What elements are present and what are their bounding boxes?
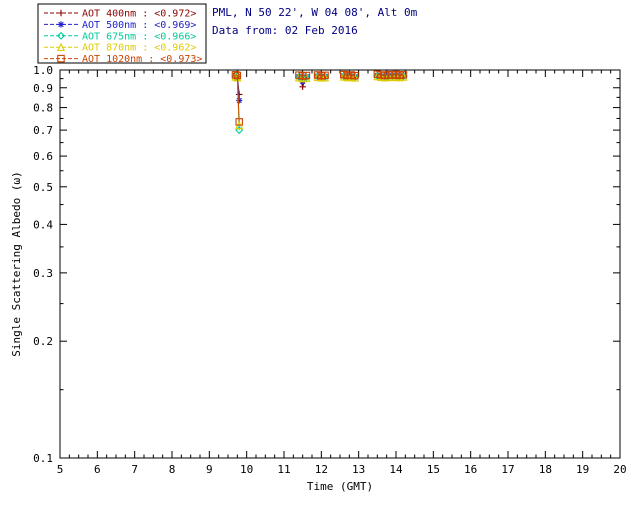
svg-text:18: 18 <box>539 463 552 476</box>
svg-text:14: 14 <box>389 463 403 476</box>
svg-text:17: 17 <box>501 463 514 476</box>
svg-text:0.8: 0.8 <box>33 102 53 115</box>
svg-text:15: 15 <box>427 463 440 476</box>
legend-entry: AOT 400nm : <0.972> <box>44 9 196 20</box>
legend-label: AOT 675nm : <0.966> <box>82 31 196 42</box>
svg-text:5: 5 <box>57 463 64 476</box>
series-aot-1020nm <box>231 70 408 126</box>
svg-text:0.9: 0.9 <box>33 82 53 95</box>
y-axis: 1.0 0.9 0.8 0.7 0.6 0.5 0.4 0.3 0.2 0.1 <box>33 64 620 465</box>
legend-entry: AOT 870nm : <0.962> <box>44 43 196 54</box>
svg-text:16: 16 <box>464 463 477 476</box>
svg-text:11: 11 <box>277 463 290 476</box>
svg-text:1.0: 1.0 <box>33 64 53 77</box>
x-axis: 5 6 7 8 9 10 11 12 13 14 15 16 17 18 19 20 <box>57 70 627 476</box>
svg-text:0.4: 0.4 <box>33 218 53 231</box>
svg-text:0.6: 0.6 <box>33 150 53 163</box>
svg-text:19: 19 <box>576 463 589 476</box>
legend-entry: AOT 1020nm : <0.973> <box>44 54 202 65</box>
svg-text:7: 7 <box>131 463 138 476</box>
svg-text:0.7: 0.7 <box>33 124 53 137</box>
legend-label: AOT 400nm : <0.972> <box>82 9 196 20</box>
svg-text:0.5: 0.5 <box>33 181 53 194</box>
svg-text:10: 10 <box>240 463 253 476</box>
svg-text:9: 9 <box>206 463 213 476</box>
series-aot-870nm <box>231 72 408 130</box>
svg-text:12: 12 <box>315 463 328 476</box>
x-axis-title: Time (GMT) <box>307 480 373 493</box>
axes <box>59 69 621 459</box>
svg-text:0.1: 0.1 <box>33 452 53 465</box>
site-location-text: PML, N 50 22', W 04 08', Alt 0m <box>212 6 418 19</box>
legend: AOT 400nm : <0.972>AOT 500nm : <0.969>AO… <box>37 3 207 65</box>
svg-text:6: 6 <box>94 463 101 476</box>
svg-text:13: 13 <box>352 463 365 476</box>
legend-entry: AOT 500nm : <0.969> <box>44 20 196 31</box>
legend-label: AOT 500nm : <0.969> <box>82 20 196 31</box>
svg-text:20: 20 <box>613 463 626 476</box>
data-date-text: Data from: 02 Feb 2016 <box>212 24 358 37</box>
y-axis-title: Single Scattering Albedo (ω) <box>10 171 23 356</box>
series-aot-675nm <box>231 71 408 135</box>
svg-text:0.3: 0.3 <box>33 267 53 280</box>
svg-text:8: 8 <box>169 463 176 476</box>
legend-entry: AOT 675nm : <0.966> <box>44 31 196 42</box>
svg-text:0.2: 0.2 <box>33 335 53 348</box>
legend-label: AOT 1020nm : <0.973> <box>82 54 202 65</box>
legend-label: AOT 870nm : <0.962> <box>82 43 196 54</box>
